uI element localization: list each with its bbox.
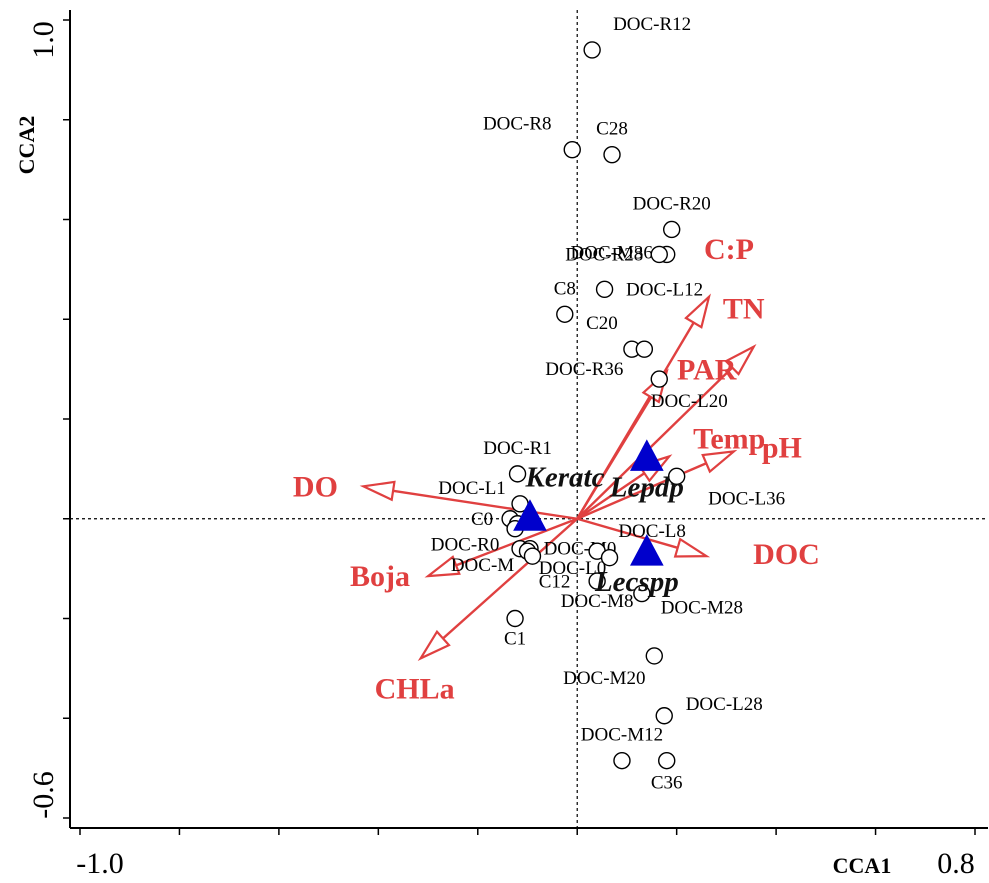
vector-ph-label: pH — [762, 431, 802, 464]
site-point-doc-m12 — [613, 751, 631, 770]
site-point-doc-r36 — [635, 340, 654, 358]
site-label-doc-l8: DOC-L8 — [618, 521, 686, 542]
site-point-doc-r8 — [563, 140, 581, 159]
site-label-doc-r8: DOC-R8 — [483, 114, 552, 135]
vector-chla-arrowhead — [417, 629, 451, 661]
species-points: Keratc Lepdp Lecspp — [513, 439, 684, 598]
vector-par-line — [576, 396, 653, 520]
site-label-doc-l36: DOC-L36 — [708, 488, 785, 509]
site-point-doc-l20 — [650, 370, 668, 388]
site-label-doc-m12: DOC-M12 — [581, 725, 663, 746]
x-axis-title: CCA1 — [833, 853, 892, 878]
site-label-doc-r36: DOC-R36 — [545, 359, 623, 380]
species-label-lepdp: Lepdp — [609, 471, 684, 503]
vector-tn-line — [576, 366, 734, 520]
site-point-doc-r1 — [508, 465, 527, 483]
species-point-lepdp — [629, 439, 664, 471]
site-label-doc-l12: DOC-L12 — [626, 279, 703, 300]
species-point-keratc — [513, 499, 547, 531]
vector-do-label: DO — [293, 470, 338, 503]
site-point-c12 — [600, 548, 619, 567]
site-point-doc-r28 — [650, 245, 668, 264]
site-label-doc-m20: DOC-M20 — [563, 668, 645, 689]
site-label-c1: C1 — [504, 629, 526, 650]
site-point-c8 — [556, 305, 574, 323]
site-label-c0: C0 — [471, 509, 493, 530]
site-label-c8: C8 — [554, 278, 576, 299]
vector-do-line — [392, 489, 578, 520]
y-axis-title: CCA2 — [14, 116, 39, 175]
site-label-doc-r20: DOC-R20 — [633, 193, 711, 214]
vector-tn-arrowhead — [724, 344, 757, 376]
site-point-doc-m8 — [588, 572, 606, 590]
site-label-c20: C20 — [586, 313, 618, 334]
site-label-c12: C12 — [539, 572, 571, 593]
site-label-doc-l20: DOC-L20 — [651, 391, 728, 412]
site-label-doc-r28: DOC-R28 — [565, 244, 643, 265]
site-point-doc-l36 — [667, 467, 686, 486]
site-point-c1 — [506, 609, 524, 628]
site-point-doc-l12 — [595, 280, 614, 299]
vector-par-label: PAR — [677, 354, 737, 387]
site-label-doc-m36: DOC-M36 — [571, 242, 653, 263]
vector-c-p-arrowhead — [684, 293, 711, 329]
y-tick-label-max: 1.0 — [27, 21, 60, 59]
site-point-doc-r20 — [662, 220, 681, 239]
vector-doc-label: DOC — [753, 538, 820, 571]
site-label-doc-r1: DOC-R1 — [483, 438, 552, 459]
site-label-doc-m28: DOC-M28 — [661, 598, 743, 619]
vector-tn-label: TN — [723, 293, 765, 326]
vector-temp-line — [576, 472, 646, 520]
site-point-doc-m28 — [633, 584, 651, 603]
vector-ph-line — [576, 462, 707, 520]
y-tick-label-min: -0.6 — [27, 771, 60, 819]
vector-boja-label: Boja — [350, 560, 410, 593]
x-tick-label-max: 0.8 — [937, 847, 975, 880]
site-point-doc-r12 — [583, 41, 601, 59]
species-label-lecspp: Lecspp — [594, 566, 679, 598]
site-label-c36: C36 — [651, 773, 683, 794]
site-point-doc-l0 — [523, 547, 542, 565]
vector-chla-line — [442, 517, 579, 640]
species-label-keratc: Keratc — [525, 461, 605, 493]
vector-do-arrowhead — [359, 480, 396, 502]
species-point-lecspp — [629, 534, 664, 566]
site-point-doc-m20 — [645, 647, 663, 665]
site-label-c28: C28 — [596, 119, 628, 140]
vector-chla-label: CHLa — [375, 672, 455, 705]
site-label-doc-l1: DOC-L1 — [438, 478, 506, 499]
site-point-c36 — [658, 751, 676, 770]
vector-doc-line — [576, 517, 679, 549]
vector-temp-label: Temp — [693, 422, 765, 455]
vector-c-p-label: C:P — [704, 233, 754, 266]
site-label-doc-r0: DOC-R0 — [431, 535, 500, 556]
site-label-doc-l0: DOC-L0 — [539, 558, 607, 579]
vector-ph-arrowhead — [701, 449, 738, 474]
site-label-doc-m8: DOC-M8 — [561, 591, 634, 612]
site-label-doc-l28: DOC-L28 — [686, 694, 763, 715]
site-point-doc-l28 — [655, 707, 673, 725]
vector-boja-arrowhead — [424, 555, 461, 578]
site-point-c28 — [603, 145, 621, 164]
site-label-doc-m: DOC-M — [451, 555, 514, 576]
vector-doc-arrowhead — [673, 537, 711, 558]
x-tick-label-min: -1.0 — [76, 847, 124, 880]
site-label-doc-r12: DOC-R12 — [613, 14, 691, 35]
